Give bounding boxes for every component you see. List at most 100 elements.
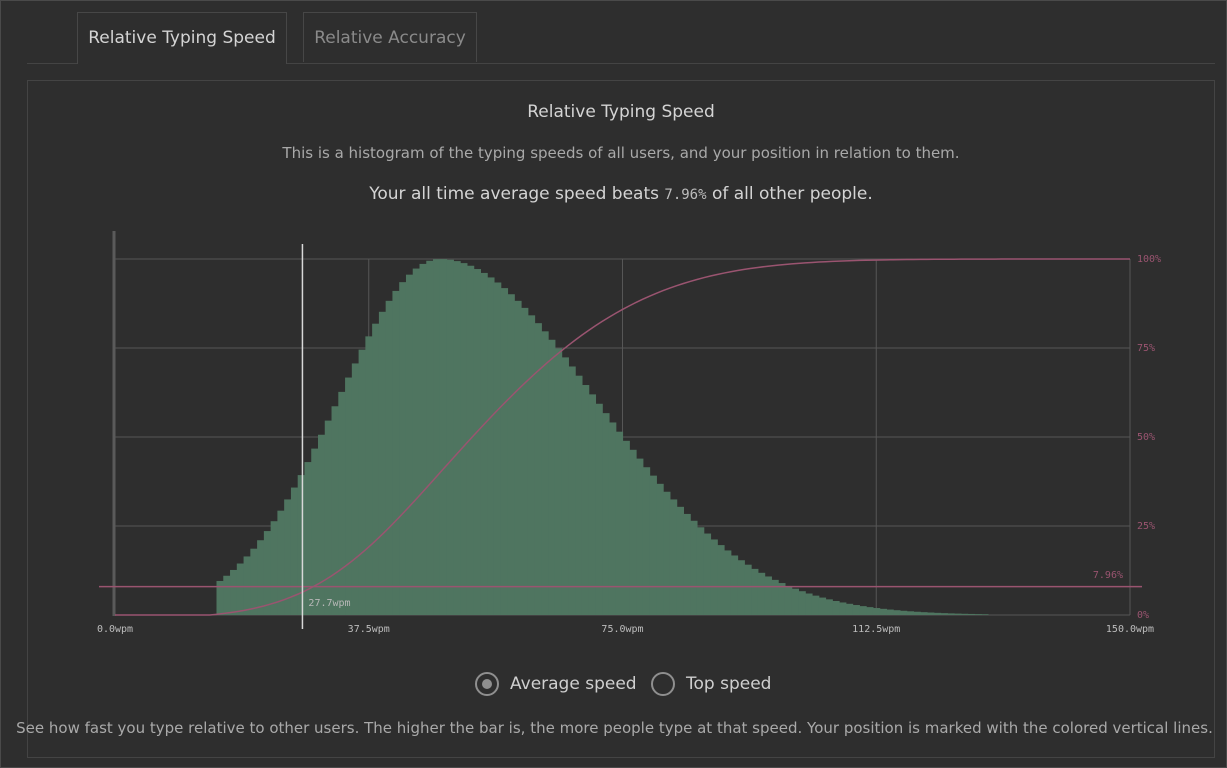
histogram-bar bbox=[981, 614, 989, 615]
histogram-bar bbox=[541, 331, 549, 615]
histogram-bar bbox=[690, 520, 698, 615]
histogram-bar bbox=[304, 462, 312, 615]
tab-relative-accuracy[interactable]: Relative Accuracy bbox=[303, 12, 477, 62]
histogram-bar bbox=[730, 555, 739, 615]
histogram-bar bbox=[771, 579, 779, 615]
histogram-bar bbox=[358, 349, 366, 615]
histogram-bar bbox=[439, 259, 448, 615]
histogram-bar bbox=[216, 580, 224, 615]
cumulative-line bbox=[115, 258, 1131, 616]
radio-average-speed[interactable]: Average speed bbox=[475, 667, 637, 701]
tab-bar: Relative Typing Speed Relative Accuracy bbox=[27, 11, 1215, 64]
histogram-bar bbox=[967, 613, 975, 615]
histogram-bar bbox=[615, 431, 624, 615]
histogram-bar bbox=[724, 550, 732, 615]
stat-value: 7.96% bbox=[664, 187, 707, 203]
histogram-bar bbox=[473, 269, 481, 615]
histogram-bar bbox=[581, 385, 590, 615]
histogram-bar bbox=[608, 422, 617, 615]
histogram-bar bbox=[568, 366, 576, 615]
histogram-bar bbox=[960, 613, 969, 615]
panel-title: Relative Typing Speed bbox=[527, 102, 715, 122]
histogram-bar bbox=[933, 612, 942, 615]
histogram-bar bbox=[669, 499, 678, 615]
histogram-bar bbox=[649, 475, 657, 615]
histogram-bar bbox=[710, 539, 718, 615]
histogram-bar bbox=[236, 563, 245, 615]
histogram-bar bbox=[446, 259, 454, 615]
histogram-bar bbox=[399, 282, 407, 615]
y-right-tick-label: 100% bbox=[1137, 254, 1161, 265]
radio-top-speed[interactable]: Top speed bbox=[651, 667, 771, 701]
histogram-bar bbox=[927, 612, 935, 615]
histogram-bar bbox=[636, 458, 644, 615]
histogram-bar bbox=[940, 613, 948, 615]
histogram-bar bbox=[791, 588, 800, 615]
histogram-bar bbox=[595, 403, 603, 615]
histogram-bar bbox=[764, 576, 772, 615]
histogram-bar bbox=[419, 263, 427, 615]
histogram-bar bbox=[954, 613, 962, 615]
histogram-bar bbox=[663, 491, 671, 615]
histogram-bar bbox=[230, 569, 238, 615]
histogram-bar bbox=[622, 440, 630, 615]
user-speed-label: 27.7wpm bbox=[308, 598, 350, 609]
y-right-tick-label: 50% bbox=[1137, 432, 1155, 443]
histogram-bar bbox=[466, 265, 475, 615]
histogram-bar bbox=[906, 611, 915, 615]
histogram-bar bbox=[602, 413, 610, 615]
histogram-bar bbox=[290, 487, 299, 615]
histogram-bar bbox=[351, 363, 360, 615]
histogram-bar bbox=[703, 533, 712, 615]
histogram-bar bbox=[852, 605, 860, 615]
histogram-bar bbox=[683, 513, 691, 615]
speed-mode-radio-group: Average speed Top speed bbox=[1, 667, 1227, 701]
histogram-bar bbox=[805, 593, 813, 615]
histogram-bar bbox=[893, 610, 901, 615]
histogram-bar bbox=[338, 391, 346, 615]
histogram-bar bbox=[318, 434, 326, 615]
histogram-bar bbox=[480, 272, 488, 615]
histogram-bar bbox=[527, 315, 536, 615]
histogram-bar bbox=[487, 277, 495, 615]
histogram-bar bbox=[717, 545, 725, 615]
histogram-bar bbox=[811, 595, 820, 615]
histogram-bar bbox=[378, 311, 387, 615]
histogram-bar bbox=[521, 307, 529, 615]
histogram-bar bbox=[385, 300, 394, 615]
histogram-bar bbox=[818, 597, 827, 615]
histogram-bar bbox=[392, 290, 400, 615]
histogram-bar bbox=[453, 261, 461, 615]
histogram-bar bbox=[257, 540, 265, 615]
histogram-bar bbox=[642, 467, 651, 615]
histogram-bar bbox=[277, 510, 285, 615]
radio-checked-icon[interactable] bbox=[475, 672, 499, 696]
histogram-bar bbox=[263, 531, 272, 615]
histogram-bar bbox=[331, 406, 339, 615]
stat-suffix: of all other people. bbox=[711, 184, 873, 204]
histogram-bar bbox=[899, 610, 908, 615]
histogram-bar bbox=[757, 572, 766, 615]
histogram-bar bbox=[365, 336, 373, 615]
histogram-bar bbox=[412, 268, 421, 615]
histogram-bar bbox=[656, 483, 664, 615]
histogram-bar bbox=[500, 288, 509, 615]
histogram-bar bbox=[839, 602, 847, 615]
histogram-bar bbox=[493, 282, 502, 615]
histogram-bar bbox=[433, 259, 441, 615]
histogram-bar bbox=[405, 274, 414, 615]
histogram-bar bbox=[825, 599, 833, 615]
histogram-bar bbox=[913, 611, 921, 615]
histogram-bar bbox=[784, 585, 793, 615]
radio-top-speed-label: Top speed bbox=[686, 674, 772, 694]
histogram-bar bbox=[250, 548, 258, 615]
radio-unchecked-icon[interactable] bbox=[651, 672, 675, 696]
histogram-bar bbox=[345, 377, 353, 615]
histogram-bar bbox=[507, 294, 515, 615]
histogram-bar bbox=[548, 339, 556, 615]
stat-prefix: Your all time average speed beats bbox=[369, 184, 659, 204]
tab-relative-typing-speed[interactable]: Relative Typing Speed bbox=[77, 12, 287, 64]
histogram-bar bbox=[947, 613, 955, 615]
histogram-bar bbox=[696, 527, 705, 615]
histogram-bar bbox=[575, 375, 583, 615]
